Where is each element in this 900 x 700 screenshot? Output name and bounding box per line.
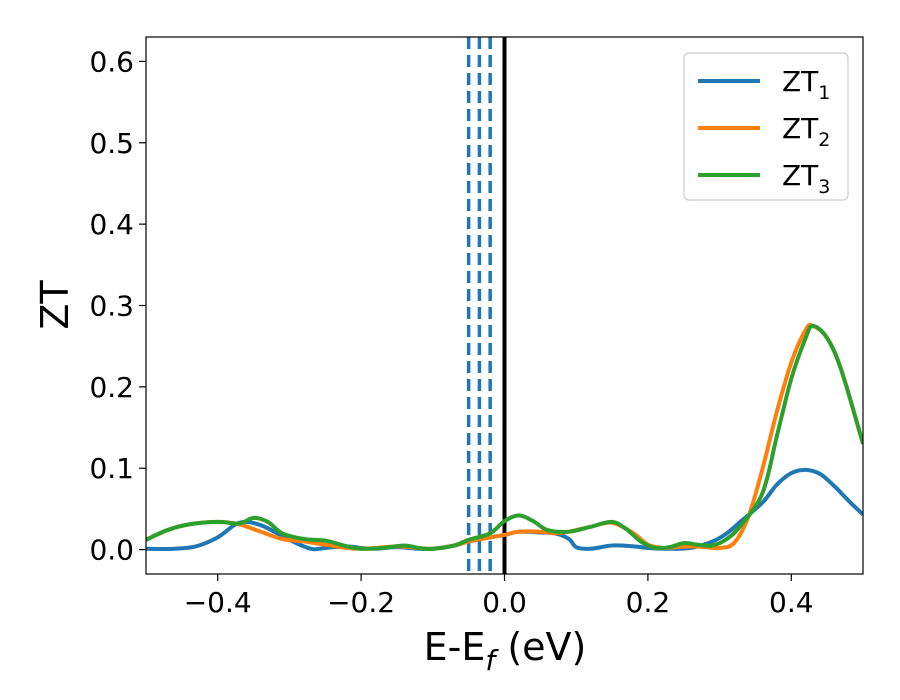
legend-label-zt3: ZT3 bbox=[782, 159, 830, 198]
y-tick-label: 0.1 bbox=[89, 452, 134, 485]
y-axis-label: ZT bbox=[33, 280, 77, 330]
legend-label-zt1: ZT1 bbox=[782, 65, 830, 104]
y-tick-label: 0.0 bbox=[89, 534, 134, 567]
y-tick-label: 0.2 bbox=[89, 371, 134, 404]
x-tick-label: 0.4 bbox=[769, 586, 814, 619]
x-axis-ticks: −0.4 −0.2 0.0 0.2 0.4 bbox=[184, 574, 814, 619]
x-tick-label: −0.2 bbox=[327, 586, 395, 619]
x-tick-label: 0.2 bbox=[626, 586, 671, 619]
y-axis-ticks: 0.0 0.1 0.2 0.3 0.4 0.5 0.6 bbox=[89, 45, 146, 567]
y-tick-label: 0.3 bbox=[89, 290, 134, 323]
legend-box bbox=[683, 52, 849, 201]
y-tick-label: 0.4 bbox=[89, 208, 134, 241]
series-line-zt3 bbox=[146, 323, 863, 551]
x-tick-label: −0.4 bbox=[184, 586, 252, 619]
legend: ZT1 ZT2 ZT3 bbox=[683, 52, 849, 201]
y-tick-label: 0.5 bbox=[89, 127, 134, 160]
x-tick-label: 0.0 bbox=[482, 586, 527, 619]
legend-label-zt2: ZT2 bbox=[782, 112, 830, 151]
series-line-zt2 bbox=[146, 322, 863, 551]
y-tick-label: 0.6 bbox=[89, 45, 134, 78]
x-axis-label: E-Ef (eV) bbox=[424, 625, 587, 677]
